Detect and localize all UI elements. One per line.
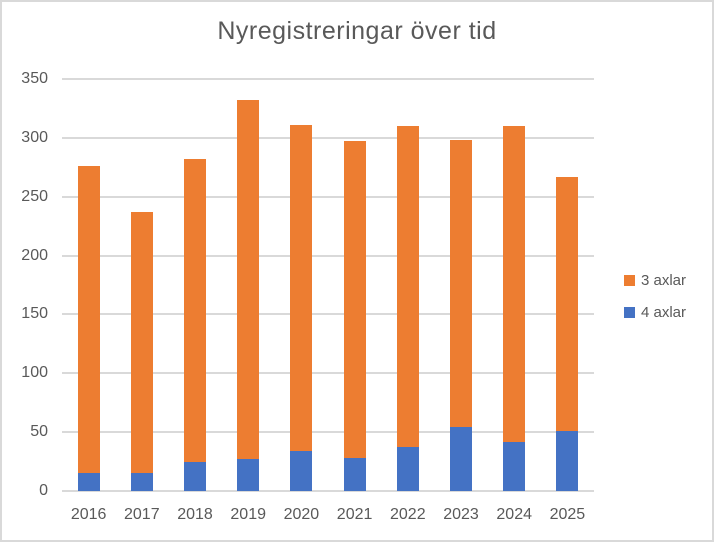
x-tick-label-2020: 2020	[283, 506, 320, 523]
gridline-100	[62, 372, 594, 375]
x-tick-label-2022: 2022	[390, 506, 426, 523]
x-axis: 2016 2017 2018 2019 2020 2021 2022 2023 2024 2025	[62, 506, 594, 528]
y-axis: 0 50 100 150 200 250 300 350	[2, 70, 48, 499]
x-tick-label-2018: 2018	[177, 506, 213, 523]
gridline-50	[62, 431, 594, 434]
bar-2018-4-axlar	[184, 461, 206, 491]
x-tick-label-2021: 2021	[336, 506, 373, 523]
bar-2022-3-axlar	[396, 126, 419, 448]
legend-swatch-icon	[624, 275, 635, 286]
bar-2021-3-axlar	[343, 141, 366, 459]
gridline-150	[62, 313, 594, 316]
bar-2016-4-axlar	[77, 473, 100, 491]
bar-2019-3-axlar	[237, 100, 260, 460]
y-tick-label-350: 350	[21, 70, 48, 87]
y-tick-label-0: 0	[39, 482, 48, 499]
y-tick-label-250: 250	[21, 187, 48, 205]
bar-2020-4-axlar	[290, 450, 313, 491]
x-tick-label-2024: 2024	[496, 506, 532, 523]
x-tick-label-2017: 2017	[124, 506, 160, 523]
legend-item-3-axlar: 3 axlar	[624, 272, 686, 289]
chart-title: Nyregistreringar över tid	[217, 17, 497, 45]
y-tick-label-150: 150	[21, 305, 48, 323]
legend-item-4-axlar: 4 axlar	[624, 304, 686, 321]
x-tick-label-2016: 2016	[70, 506, 107, 523]
bar-2023-3-axlar	[450, 140, 472, 428]
plot-area	[62, 78, 594, 492]
y-tick-label-200: 200	[21, 246, 48, 264]
x-tick-label-2025: 2025	[549, 506, 586, 523]
y-tick-label-300: 300	[21, 128, 48, 146]
x-tick-label-2019: 2019	[230, 506, 266, 523]
bar-2018-3-axlar	[184, 159, 206, 462]
gridline-350	[62, 78, 594, 81]
bar-2016-3-axlar	[77, 166, 100, 474]
gridline-250	[62, 195, 594, 198]
x-tick-label-2023: 2023	[443, 506, 479, 523]
bar-2019-4-axlar	[237, 459, 260, 491]
bar-2017-3-axlar	[130, 212, 153, 474]
bar-2025-3-axlar	[556, 176, 579, 431]
bar-2024-3-axlar	[503, 126, 526, 442]
bar-2021-4-axlar	[343, 458, 366, 491]
bar-2023-4-axlar	[450, 427, 472, 491]
legend-label: 4 axlar	[641, 304, 687, 321]
legend-swatch-icon	[624, 307, 635, 318]
y-tick-label-100: 100	[21, 364, 48, 382]
bar-2020-3-axlar	[290, 124, 313, 451]
legend: 3 axlar 4 axlar	[624, 272, 686, 321]
gridline-300	[62, 136, 594, 139]
gridline-200	[62, 254, 594, 257]
bar-2017-4-axlar	[130, 473, 153, 491]
bar-2022-4-axlar	[396, 447, 419, 491]
bar-2025-4-axlar	[556, 430, 579, 491]
legend-label: 3 axlar	[641, 272, 687, 289]
x-axis-line	[62, 490, 594, 492]
bar-2024-4-axlar	[503, 441, 526, 491]
y-tick-label-50: 50	[30, 423, 48, 441]
